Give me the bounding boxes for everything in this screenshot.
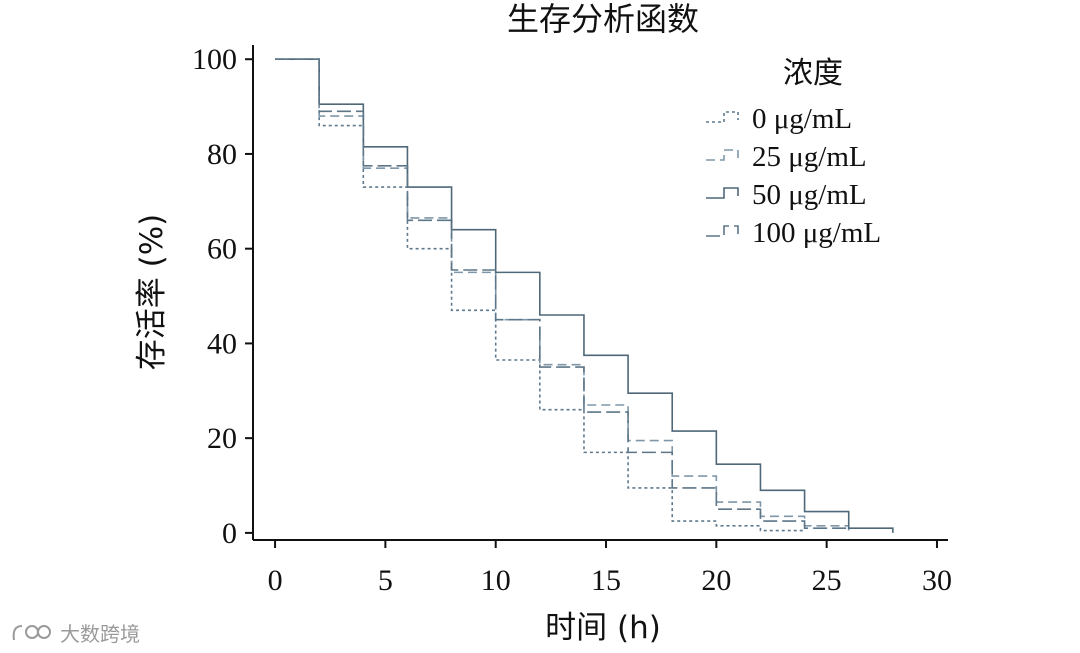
x-tick-label: 10 <box>481 564 511 597</box>
series-lines <box>275 58 894 533</box>
x-ticks: 0 5 10 15 20 25 30 <box>268 540 952 597</box>
legend-label: 0 μg/mL <box>752 103 852 135</box>
x-tick-label: 0 <box>268 564 283 597</box>
x-tick-label: 15 <box>591 564 621 597</box>
y-tick-label: 80 <box>207 138 237 171</box>
series-line-3 <box>275 58 894 533</box>
series-line-2 <box>275 58 850 531</box>
legend-swatch <box>706 225 739 237</box>
legend-swatch <box>706 187 739 199</box>
x-tick-label: 30 <box>922 564 952 597</box>
legend-label: 100 μg/mL <box>752 217 881 249</box>
chart-title: 生存分析函数 <box>507 0 699 38</box>
y-tick-label: 40 <box>207 327 237 360</box>
y-tick-label: 60 <box>207 233 237 266</box>
x-tick-label: 5 <box>378 564 393 597</box>
watermark-text: 大数跨境 <box>60 622 140 646</box>
x-axis-label: 时间 (h) <box>545 610 661 646</box>
legend-swatch <box>706 149 739 161</box>
watermark-logo-icon <box>12 624 51 640</box>
y-tick-label: 0 <box>222 517 237 550</box>
x-tick-label: 20 <box>701 564 731 597</box>
axes <box>252 45 948 541</box>
series-line-1 <box>275 58 805 532</box>
legend: 浓度 0 μg/mL 25 μg/mL 50 μg/mL 100 μg/mL <box>706 56 881 249</box>
legend-swatch <box>706 111 739 123</box>
y-tick-label: 100 <box>192 43 237 76</box>
watermark: 大数跨境 <box>10 618 140 647</box>
legend-title: 浓度 <box>783 56 843 91</box>
y-axis-label: 存活率 (%) <box>134 214 170 371</box>
legend-label: 50 μg/mL <box>752 179 867 211</box>
legend-label: 25 μg/mL <box>752 141 867 173</box>
legend-items: 0 μg/mL 25 μg/mL 50 μg/mL 100 μg/mL <box>706 103 881 249</box>
y-tick-label: 20 <box>207 422 237 455</box>
x-tick-label: 25 <box>812 564 842 597</box>
y-ticks: 0 20 40 60 80 100 <box>192 43 253 550</box>
series-line-4 <box>275 58 850 531</box>
